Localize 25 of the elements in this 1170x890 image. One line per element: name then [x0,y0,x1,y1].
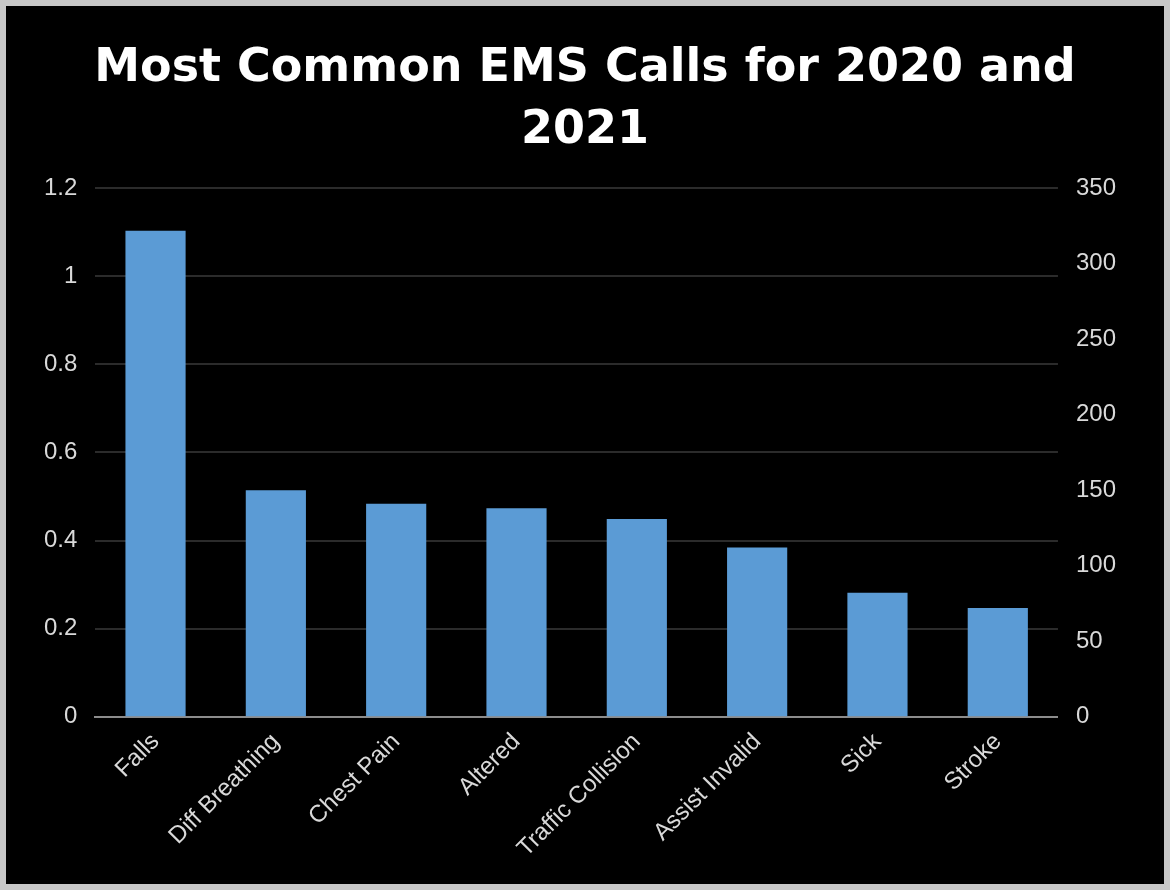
y2-tick-label: 250 [1075,323,1116,351]
bar [486,508,547,717]
y-tick-label: 0.2 [43,613,78,641]
bar [245,490,306,717]
y2-tick-label: 50 [1075,625,1103,653]
y-tick-label: 0.8 [43,349,78,377]
y2-tick-label: 200 [1075,399,1116,427]
x-tick-label: Sick [834,726,887,779]
y-tick-label: 1.2 [43,173,78,201]
bar [847,592,908,717]
bar [967,607,1028,717]
y-tick-label: 1 [64,261,78,289]
y2-tick-label: 100 [1075,550,1116,578]
bar [366,503,427,717]
chart-title: Most Common EMS Calls for 2020 and 2021 [93,37,1077,156]
y-tick-label: 0 [64,701,78,729]
y2-tick-label: 300 [1075,248,1116,276]
bar [125,230,186,717]
y-tick-label: 0.4 [43,525,78,553]
y2-tick-label: 350 [1075,173,1116,201]
bar [606,518,667,717]
y2-tick-label: 0 [1075,701,1090,729]
y-tick-label: 0.6 [43,437,78,465]
bar [727,547,788,717]
y2-tick-label: 150 [1075,474,1116,502]
